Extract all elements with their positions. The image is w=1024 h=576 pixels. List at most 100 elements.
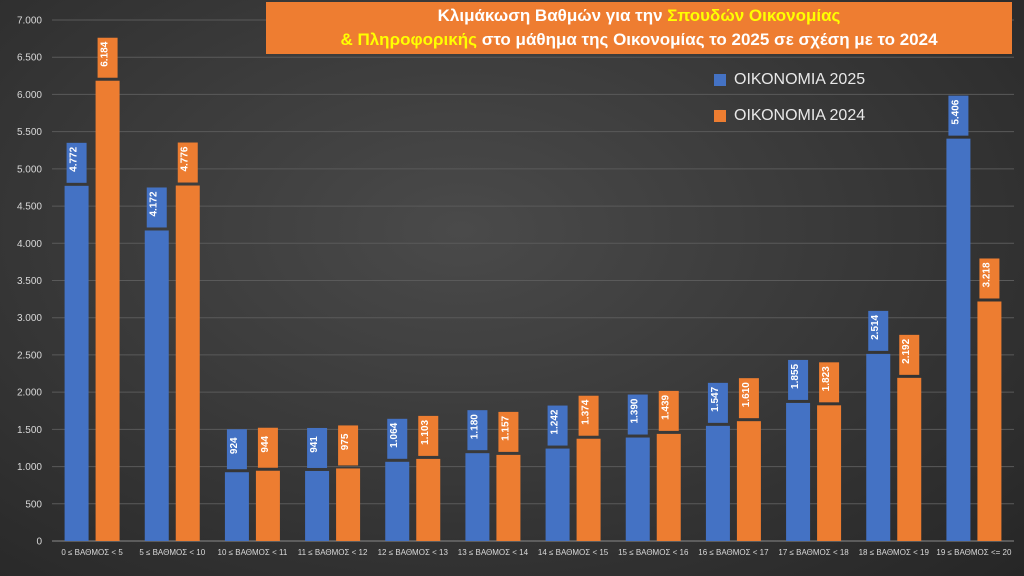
data-label-box xyxy=(467,410,488,451)
data-label: 1.390 xyxy=(630,398,641,423)
data-label: 2.192 xyxy=(901,338,912,363)
bar xyxy=(576,438,601,541)
data-label-box xyxy=(97,37,118,78)
y-tick-label: 5.000 xyxy=(17,164,42,175)
y-tick-label: 0 xyxy=(36,537,42,548)
x-tick-label: 5 ≤ ΒΑΘΜΟΣ < 10 xyxy=(139,548,205,557)
y-tick-label: 6.000 xyxy=(17,90,42,101)
bar xyxy=(64,185,89,542)
data-label: 1.439 xyxy=(661,394,672,419)
data-label: 1.180 xyxy=(469,414,480,439)
x-tick-label: 12 ≤ ΒΑΘΜΟΣ < 13 xyxy=(378,548,449,557)
title-part-4: στο μάθημα της Οικονομίας το 2025 σε σχέ… xyxy=(476,30,938,49)
bar xyxy=(144,230,169,541)
data-label: 924 xyxy=(229,437,240,454)
data-label: 1.242 xyxy=(550,409,561,434)
data-label: 941 xyxy=(309,436,320,453)
y-tick-label: 5.500 xyxy=(17,127,42,138)
bar xyxy=(705,425,730,541)
y-tick-label: 4.500 xyxy=(17,202,42,213)
legend-label-2024: ΟΙΚΟΝΟΜΙΑ 2024 xyxy=(734,107,866,124)
title-part-1: Κλιμάκωση Βαθμών για την xyxy=(437,6,668,25)
y-tick-label: 3.500 xyxy=(17,276,42,287)
data-label: 4.172 xyxy=(149,191,160,216)
bar xyxy=(416,458,441,541)
bar xyxy=(786,402,811,541)
data-label: 1.855 xyxy=(790,363,801,388)
x-tick-label: 18 ≤ ΒΑΘΜΟΣ < 19 xyxy=(859,548,930,557)
data-label: 975 xyxy=(340,433,351,450)
legend: ΟΙΚΟΝΟΜΙΑ 2025 ΟΙΚΟΝΟΜΙΑ 2024 xyxy=(714,62,914,134)
data-label-box xyxy=(146,187,167,228)
data-label-box xyxy=(226,429,247,470)
data-label: 944 xyxy=(260,435,271,452)
bar xyxy=(385,461,410,541)
x-tick-label: 16 ≤ ΒΑΘΜΟΣ < 17 xyxy=(698,548,769,557)
y-tick-label: 1.000 xyxy=(17,462,42,473)
bar xyxy=(656,433,681,541)
bar xyxy=(305,470,330,541)
bar xyxy=(336,468,361,541)
x-tick-label: 19 ≤ ΒΑΘΜΟΣ <= 20 xyxy=(936,548,1012,557)
data-label-box xyxy=(979,258,1000,299)
legend-swatch-2024 xyxy=(714,110,726,122)
data-label: 6.184 xyxy=(100,41,111,66)
data-label: 2.514 xyxy=(870,314,881,339)
data-label-box xyxy=(868,310,889,351)
bar xyxy=(496,454,521,541)
data-label-box xyxy=(257,427,278,468)
bar xyxy=(545,448,570,541)
x-tick-label: 11 ≤ ΒΑΘΜΟΣ < 12 xyxy=(298,548,368,557)
data-label-box xyxy=(707,382,728,423)
legend-item-2025: ΟΙΚΟΝΟΜΙΑ 2025 xyxy=(714,62,914,98)
bar xyxy=(625,437,650,541)
data-label-box xyxy=(627,394,648,435)
data-label-box xyxy=(819,362,840,403)
legend-label-2025: ΟΙΚΟΝΟΜΙΑ 2025 xyxy=(734,71,866,88)
bar xyxy=(946,138,971,541)
y-tick-label: 4.000 xyxy=(17,239,42,250)
x-tick-label: 17 ≤ ΒΑΘΜΟΣ < 18 xyxy=(778,548,849,557)
y-tick-label: 7.000 xyxy=(17,16,42,27)
bar xyxy=(817,405,842,541)
data-label-box xyxy=(899,334,920,375)
data-label: 1.823 xyxy=(821,366,832,391)
data-label-box xyxy=(547,405,568,446)
chart-title: Κλιμάκωση Βαθμών για την Σπουδών Οικονομ… xyxy=(266,2,1012,54)
bar xyxy=(866,353,891,541)
data-label-box xyxy=(788,359,809,400)
bar xyxy=(465,453,490,541)
data-label-box xyxy=(738,378,759,419)
bar xyxy=(95,80,120,542)
x-tick-label: 10 ≤ ΒΑΘΜΟΣ < 11 xyxy=(218,548,288,557)
data-label: 1.157 xyxy=(500,415,511,440)
y-tick-label: 2.000 xyxy=(17,388,42,399)
y-tick-label: 3.000 xyxy=(17,313,42,324)
data-label-box xyxy=(307,427,328,468)
data-label-box xyxy=(948,95,969,136)
bar xyxy=(897,377,922,541)
y-tick-label: 6.500 xyxy=(17,53,42,64)
data-label: 3.218 xyxy=(981,262,992,287)
data-label: 1.610 xyxy=(741,382,752,407)
data-label-box xyxy=(177,142,198,183)
data-label-box xyxy=(658,390,679,431)
legend-item-2024: ΟΙΚΟΝΟΜΙΑ 2024 xyxy=(714,98,914,134)
legend-swatch-2025 xyxy=(714,74,726,86)
data-label-box xyxy=(338,425,359,466)
bar xyxy=(977,301,1002,541)
x-tick-label: 15 ≤ ΒΑΘΜΟΣ < 16 xyxy=(618,548,689,557)
y-tick-label: 1.500 xyxy=(17,425,42,436)
bar xyxy=(224,472,249,541)
x-tick-label: 14 ≤ ΒΑΘΜΟΣ < 15 xyxy=(538,548,609,557)
data-label-box xyxy=(66,142,87,183)
bar xyxy=(736,421,761,541)
data-label: 5.406 xyxy=(950,99,961,124)
data-label: 1.064 xyxy=(389,422,400,447)
data-label-box xyxy=(578,395,599,436)
data-label: 4.776 xyxy=(180,146,191,171)
bar xyxy=(255,470,280,541)
x-tick-label: 13 ≤ ΒΑΘΜΟΣ < 14 xyxy=(458,548,529,557)
